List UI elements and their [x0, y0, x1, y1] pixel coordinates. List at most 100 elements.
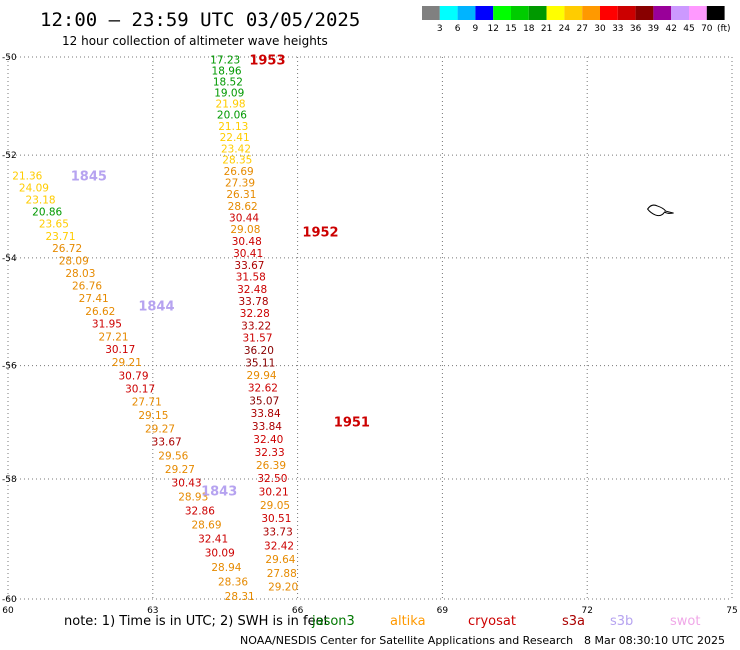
satellite-label: s3a	[562, 614, 585, 629]
wave-height-value: 26.72	[52, 243, 82, 255]
color-legend: 3 6 9 12 15 18 21 24 27 30 33 36 39 42 45 70 (ft)	[422, 6, 731, 34]
legend-value-label: 24	[559, 24, 571, 34]
wave-height-value: 24.09	[19, 182, 49, 194]
legend-swatch	[528, 6, 547, 20]
wave-height-value: 35.11	[245, 358, 275, 370]
legend-swatch	[546, 6, 565, 20]
track-1845-1843: 21.3624.0923.1820.8623.6523.7126.7228.09…	[12, 170, 254, 603]
wave-height-value: 27.41	[79, 293, 109, 305]
footer-note: note: 1) Time is in UTC; 2) SWH is in fe…	[64, 614, 329, 629]
lon-tick-label: 66	[292, 606, 304, 616]
wave-height-value: 33.78	[238, 296, 268, 308]
wave-height-value: 32.48	[237, 284, 267, 296]
pass-time-label: 1845	[71, 169, 107, 184]
wave-height-value: 30.17	[105, 344, 135, 356]
wave-height-value: 20.06	[217, 110, 247, 122]
wave-height-value: 29.27	[145, 423, 175, 435]
legend-value-label: 39	[648, 24, 660, 34]
wave-height-value: 28.62	[228, 201, 258, 213]
wave-height-value: 20.86	[32, 206, 62, 218]
wave-height-value: 31.95	[92, 319, 122, 331]
pass-time-label: 1951	[334, 416, 370, 431]
wave-height-value: 28.36	[218, 576, 248, 588]
generated-timestamp: 8 Mar 08:30:10 UTC 2025	[584, 634, 725, 647]
grid-layer	[7, 56, 733, 600]
wave-height-value: 30.43	[172, 478, 202, 490]
legend-value-label: 6	[455, 24, 461, 34]
wave-height-value: 33.67	[152, 437, 182, 449]
satellite-legend: jason3 altika cryosat s3a s3b swot	[311, 614, 700, 629]
wave-height-value: 31.57	[242, 333, 272, 345]
pass-time-label: 1952	[302, 226, 338, 241]
legend-value-label: 30	[594, 24, 606, 34]
track-1953-1951: 17.2318.9618.5219.0921.9820.0621.1322.41…	[210, 54, 298, 593]
wave-height-value: 33.84	[251, 408, 281, 420]
wave-height-value: 29.64	[265, 554, 295, 566]
wave-height-value: 26.69	[224, 166, 254, 178]
wave-height-value: 32.42	[264, 540, 294, 552]
wave-height-value: 29.94	[247, 370, 277, 382]
legend-value-label: 36	[630, 24, 642, 34]
satellite-label: cryosat	[468, 614, 516, 629]
lat-tick-label: -50	[2, 53, 17, 63]
legend-swatch	[617, 6, 636, 20]
legend-swatch	[689, 6, 707, 20]
wave-height-value: 32.50	[257, 473, 287, 485]
wave-height-value: 21.13	[218, 121, 248, 133]
lon-tick-label: 72	[581, 606, 592, 616]
wave-height-value: 30.44	[229, 212, 259, 224]
wave-height-value: 36.20	[244, 345, 274, 357]
wave-height-value: 21.98	[216, 98, 246, 110]
wave-height-value: 21.36	[12, 170, 42, 182]
wave-height-value: 28.94	[211, 562, 241, 574]
lon-tick-label: 69	[437, 606, 449, 616]
wave-height-value: 22.41	[220, 132, 250, 144]
legend-swatch	[706, 6, 725, 20]
wave-height-value: 26.76	[72, 281, 102, 293]
wave-height-value: 33.22	[241, 320, 271, 332]
legend-swatch	[653, 6, 672, 20]
satellite-label: s3b	[610, 614, 633, 629]
wave-height-value: 28.35	[222, 155, 252, 167]
lat-tick-label: -54	[2, 254, 17, 264]
wave-height-value: 28.03	[65, 268, 95, 280]
wave-height-value: 32.86	[185, 505, 215, 517]
wave-height-value: 32.28	[240, 308, 270, 320]
pass-time-labels: 1953 1952 1951 1845 1844 1843	[71, 53, 370, 499]
wave-height-value: 31.58	[236, 272, 266, 284]
lat-tick-label: -56	[2, 362, 17, 372]
wave-height-value: 29.05	[260, 500, 290, 512]
wave-height-value: 30.17	[125, 383, 155, 395]
legend-value-label: 42	[665, 24, 676, 34]
lat-tick-label: -52	[2, 151, 17, 161]
wave-height-value: 32.33	[255, 447, 285, 459]
wave-height-value: 28.93	[178, 491, 208, 503]
legend-swatch	[457, 6, 476, 20]
legend-labels: 3 6 9 12 15 18 21 24 27 30 33 36 39 42 45 70 (ft)	[437, 24, 731, 34]
wave-height-value: 29.20	[268, 582, 298, 594]
wave-height-value: 30.09	[205, 548, 235, 560]
satellite-label: altika	[390, 614, 426, 629]
legend-swatch	[422, 6, 440, 20]
lon-tick-label: 63	[147, 606, 158, 616]
legend-value-label: 15	[505, 24, 516, 34]
wave-height-value: 19.09	[214, 87, 244, 99]
wave-height-value: 28.09	[59, 256, 89, 268]
wave-height-value: 28.31	[225, 591, 255, 603]
wave-height-value: 33.84	[252, 421, 282, 433]
satellite-label: swot	[670, 614, 700, 629]
land-layer	[646, 204, 674, 217]
wave-height-value: 23.18	[26, 194, 56, 206]
legend-value-label: 27	[576, 24, 587, 34]
wave-height-value: 26.31	[226, 189, 256, 201]
legend-swatch	[582, 6, 600, 20]
legend-value-label: 70	[701, 24, 713, 34]
wave-height-value: 33.67	[234, 260, 264, 272]
legend-value-label: 18	[523, 24, 535, 34]
legend-swatch	[493, 6, 511, 20]
legend-swatches	[422, 6, 725, 20]
lon-tick-label: 75	[726, 606, 737, 616]
island-outline	[646, 204, 674, 217]
wave-height-value: 30.21	[259, 486, 289, 498]
